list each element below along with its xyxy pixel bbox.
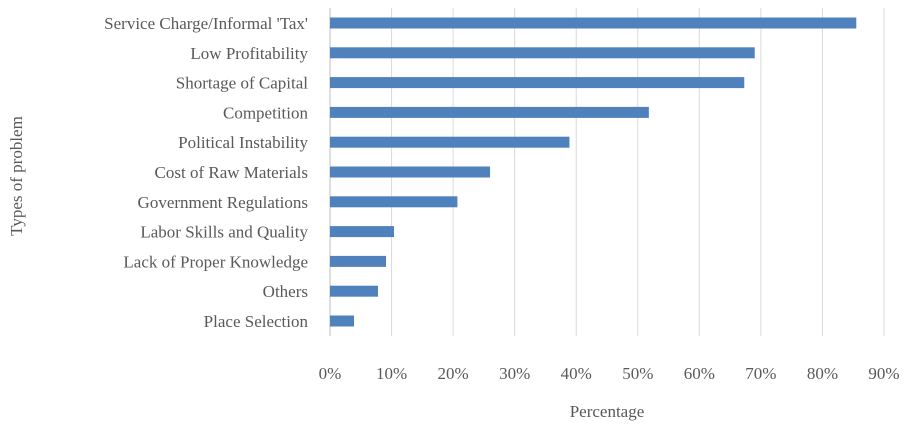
bar — [330, 166, 491, 178]
x-tick-label: 60% — [684, 364, 715, 383]
x-tick-labels: 0% 10% 20% 30% 40% 50% 60% 70% 80% 90% — [319, 364, 900, 383]
category-label: Place Selection — [204, 312, 309, 331]
bar — [330, 106, 649, 118]
bar — [330, 136, 570, 148]
x-tick-label: 70% — [745, 364, 776, 383]
bar — [330, 77, 745, 89]
category-label: Lack of Proper Knowledge — [123, 252, 308, 271]
x-tick-label: 40% — [561, 364, 592, 383]
x-tick-label: 20% — [438, 364, 469, 383]
category-label: Government Regulations — [138, 193, 308, 212]
x-tick-label: 30% — [499, 364, 530, 383]
x-tick-label: 90% — [868, 364, 899, 383]
x-tick-label: 0% — [319, 364, 342, 383]
bar — [330, 285, 379, 297]
bar-layer — [330, 17, 857, 327]
bar — [330, 47, 755, 59]
x-axis-title: Percentage — [570, 402, 645, 421]
category-label: Cost of Raw Materials — [155, 163, 308, 182]
y-axis-title: Types of problem — [7, 116, 26, 236]
x-tick-label: 10% — [376, 364, 407, 383]
bar — [330, 226, 395, 238]
category-label: Low Profitability — [190, 44, 308, 63]
category-label: Others — [263, 282, 308, 301]
bar — [330, 196, 458, 208]
category-label: Shortage of Capital — [176, 74, 308, 93]
x-tick-label: 80% — [807, 364, 838, 383]
grid-layer — [329, 8, 885, 336]
category-label: Political Instability — [178, 133, 308, 152]
category-labels: Service Charge/Informal 'Tax' Low Profita… — [104, 14, 308, 331]
category-label: Service Charge/Informal 'Tax' — [104, 14, 308, 33]
bar — [330, 17, 857, 29]
bar — [330, 315, 355, 327]
bar — [330, 255, 387, 267]
x-tick-label: 50% — [622, 364, 653, 383]
category-label: Labor Skills and Quality — [140, 223, 308, 242]
category-label: Competition — [223, 103, 309, 122]
